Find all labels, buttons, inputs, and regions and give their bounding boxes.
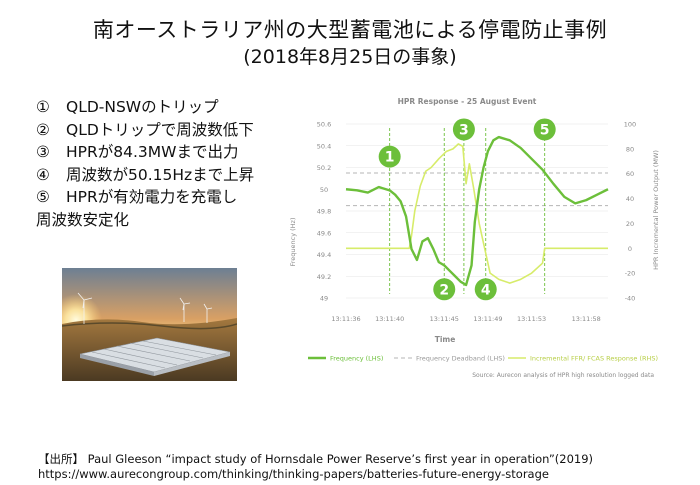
x-tick-label: 13:11:36	[331, 315, 360, 323]
event-marker-number: 3	[459, 122, 469, 138]
y-left-tick-label: 49.2	[317, 273, 331, 281]
step-text: QLDトリップで周波数低下	[66, 120, 254, 139]
legend-label-deadband: Frequency Deadband (LHS)	[416, 355, 505, 363]
y-right-tick-label: 0	[628, 245, 632, 253]
y-left-tick-label: 50	[320, 186, 328, 194]
battery-site-photo-image	[62, 268, 237, 381]
step-2: ② QLDトリップで周波数低下	[36, 119, 254, 142]
y-left-tick-label: 49.4	[317, 251, 331, 259]
step-text: HPRが有効電力を充電し	[66, 188, 238, 206]
x-tick-label: 13:11:58	[572, 315, 601, 323]
step-1: ① QLD-NSWのトリップ	[36, 96, 254, 119]
event-marker-number: 1	[385, 150, 395, 166]
step-text: QLD-NSWのトリップ	[66, 98, 219, 116]
x-tick-label: 13:11:45	[430, 315, 459, 323]
citation: 【出所】 Paul Gleeson “impact study of Horns…	[38, 452, 593, 482]
chart-legend: Frequency (LHS) Frequency Deadband (LHS)…	[308, 355, 658, 363]
chart-series	[345, 135, 609, 287]
y-left-tick-label: 49.6	[317, 229, 331, 237]
step-5: ⑤ HPRが有効電力を充電し	[36, 186, 254, 209]
event-steps-list: ① QLD-NSWのトリップ ② QLDトリップで周波数低下 ③ HPRが84.…	[36, 96, 254, 231]
step-number: ②	[36, 120, 50, 139]
chart-tick-labels: 49 49.2 49.4 49.6 49.8 50 50.2 50.4 50.6 -40 -20 0 2…	[317, 121, 636, 324]
battery-site-photo	[62, 268, 237, 381]
step-number: ⑤	[36, 188, 50, 206]
x-axis-label: Time	[435, 335, 456, 344]
y-right-tick-label: 40	[626, 195, 634, 203]
step-3: ③ HPRが84.3MWまで出力	[36, 141, 254, 164]
citation-url: https://www.aurecongroup.com/thinking/th…	[38, 467, 549, 481]
event-marker-badge	[474, 278, 497, 301]
event-marker-number: 2	[439, 282, 449, 298]
chart-source: Source: Aurecon analysis of HPR high res…	[472, 372, 654, 379]
y-left-tick-label: 50.6	[317, 121, 331, 129]
legend-label-response: Incremental FFR/ FCAS Response (RHS)	[530, 355, 658, 363]
citation-reference: 【出所】 Paul Gleeson “impact study of Horns…	[38, 452, 594, 466]
event-marker-badge	[533, 118, 556, 141]
event-marker-badges: 1 2 3 4 5	[378, 118, 556, 301]
slide-title: 南オーストラリア州の大型蓄電池による停電防止事例	[92, 18, 608, 42]
step-4: ④ 周波数が50.15Hzまで上昇	[36, 164, 254, 187]
y-right-tick-label: 100	[624, 121, 636, 129]
event-marker-number: 4	[481, 282, 491, 298]
event-marker-number: 5	[540, 122, 550, 138]
step-text: HPRが84.3MWまで出力	[66, 143, 239, 161]
step-text: 周波数が50.15Hzまで上昇	[66, 165, 255, 184]
event-marker-badge	[452, 118, 475, 141]
slide-subtitle: (2018年8月25日の事象)	[243, 46, 457, 68]
step-number: ④	[36, 165, 50, 184]
step-5-continuation: 周波数安定化	[36, 210, 130, 229]
chart-gridlines	[346, 123, 608, 299]
legend-label-frequency: Frequency (LHS)	[330, 355, 383, 363]
y-right-tick-label: -20	[625, 270, 636, 278]
step-number: ③	[36, 143, 50, 161]
frequency-series-line	[345, 135, 609, 287]
response-series-line	[346, 143, 608, 284]
y-left-tick-label: 49	[320, 295, 328, 303]
event-marker-badge	[378, 145, 401, 168]
y-left-tick-label: 49.8	[317, 208, 331, 216]
y-axis-left-label: Frequency (Hz)	[289, 217, 297, 266]
event-marker-badge	[433, 278, 456, 301]
chart-title: HPR Response - 25 August Event	[398, 97, 537, 106]
y-left-tick-label: 50.2	[317, 164, 331, 172]
step-number: ①	[36, 98, 50, 116]
y-right-tick-label: 20	[626, 220, 634, 228]
x-tick-label: 13:11:53	[517, 315, 546, 323]
y-right-tick-label: 60	[626, 170, 634, 178]
y-axis-right-label: HPR Incremental Power Output (MW)	[652, 150, 660, 270]
x-tick-label: 13:11:40	[375, 315, 404, 323]
y-right-tick-label: -40	[625, 295, 636, 303]
y-right-tick-label: 80	[626, 145, 634, 153]
y-left-tick-label: 50.4	[317, 142, 331, 150]
x-tick-label: 13:11:49	[473, 315, 502, 323]
